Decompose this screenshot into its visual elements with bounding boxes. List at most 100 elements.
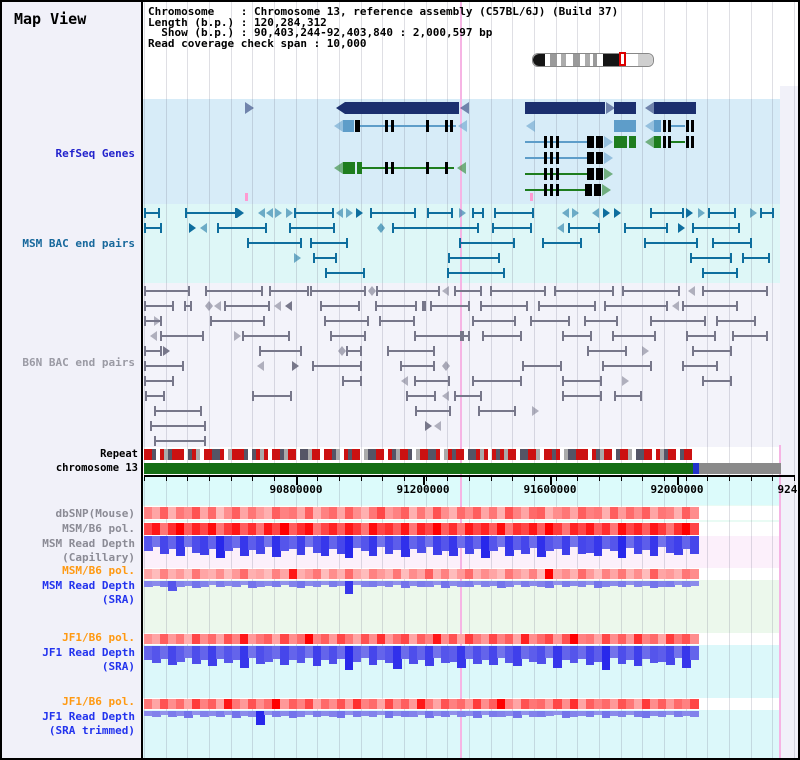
gene-exon-tick	[544, 152, 547, 164]
ideogram-view-marker	[619, 52, 626, 66]
jf1-trim-depth-bar	[497, 711, 506, 717]
jf1-pol2-heat-cell	[473, 699, 482, 709]
gene-strand-arrow	[604, 168, 613, 180]
track-label-msm-pol: MSM/B6 pol.	[62, 522, 135, 535]
gene-exon-block	[614, 120, 636, 132]
msm-pol-sra-heat-cell	[360, 569, 370, 579]
b6n-bac-link-line	[375, 305, 417, 307]
b6n-bac-end-bar	[568, 316, 570, 326]
msm-capillary-depth-bar	[368, 536, 378, 556]
jf1-trim-depth-bar	[601, 711, 611, 718]
msm-bac-arrow	[275, 208, 282, 218]
dbsnp-heat-cell	[441, 507, 450, 519]
axis-minor-tick	[317, 477, 319, 481]
jf1-sra-depth-bar	[168, 646, 177, 666]
jf1-trim-depth-bar	[681, 711, 691, 716]
jf1-sra-depth-bar	[593, 646, 603, 662]
msm-pol-heat-cell	[296, 523, 306, 535]
b6n-bac-link-line	[387, 350, 435, 352]
jf1-trim-depth-bar	[689, 711, 699, 717]
b6n-bac-end-bar	[300, 346, 302, 356]
msm-bac-end-bar	[265, 223, 267, 233]
msm-pol-heat-cell	[328, 523, 338, 535]
msm-bac-arrow	[614, 208, 621, 218]
axis-minor-tick	[729, 477, 731, 481]
msm-pol-heat-cell	[521, 523, 530, 535]
jf1-sra-depth-bar	[376, 646, 386, 661]
repeat-segment	[508, 449, 512, 460]
msm-capillary-depth-bar	[288, 536, 298, 550]
jf1-sra-depth-bar	[489, 646, 498, 666]
b6n-bac-end-bar	[172, 376, 174, 386]
jf1-trim-depth-bar	[529, 711, 539, 717]
b6n-bac-end-bar	[360, 376, 362, 386]
jf1-sra-depth-bar	[184, 646, 193, 658]
b6n-bac-end-bar	[614, 391, 616, 401]
repeat-segment	[608, 449, 612, 460]
jf1-pol-heat-cell	[673, 634, 683, 644]
b6n-bac-end-bar	[736, 301, 738, 311]
jf1-trim-depth-bar	[569, 711, 579, 717]
b6n-bac-end-bar	[654, 331, 656, 341]
jf1-trim-depth-bar	[561, 711, 571, 718]
jf1-sra-depth-bar	[641, 646, 651, 660]
b6n-bac-end-bar	[430, 301, 432, 311]
msm-sra-depth-bar	[408, 581, 418, 586]
jf1-pol-heat-cell	[537, 634, 547, 644]
msm-bac-link-line	[760, 212, 774, 214]
axis-minor-tick	[187, 477, 189, 481]
jf1-trim-depth-bar	[545, 711, 555, 716]
msm-pol-heat-cell	[408, 523, 418, 535]
repeat-segment	[492, 449, 496, 460]
msm-bac-link-line	[217, 227, 267, 229]
repeat-segment	[168, 449, 172, 460]
msm-capillary-depth-bar	[609, 536, 619, 552]
jf1-pol-heat-cell	[633, 634, 643, 644]
msm-pol-sra-heat-cell	[184, 569, 193, 579]
jf1-pol2-heat-cell	[649, 699, 659, 709]
b6n-bac-arrow	[688, 286, 695, 296]
repeat-segment	[484, 449, 488, 460]
msm-bac-end-bar	[624, 223, 626, 233]
b6n-bac-end-bar	[478, 406, 480, 416]
msm-sra-depth-bar	[537, 581, 547, 587]
jf1-sra-depth-bar	[248, 646, 257, 658]
b6n-bac-arrow	[274, 301, 281, 311]
repeat-segment	[564, 449, 568, 460]
dbsnp-heat-cell	[160, 507, 169, 519]
msm-bac-link-line	[370, 212, 416, 214]
msm-pol-sra-heat-cell	[408, 569, 418, 579]
repeat-segment	[548, 449, 552, 460]
gene-strand-arrow	[334, 162, 343, 174]
msm-capillary-depth-bar	[296, 536, 306, 555]
msm-capillary-depth-bar	[416, 536, 426, 553]
b6n-bac-link-line	[472, 320, 516, 322]
chromosome-ideogram[interactable]	[532, 52, 654, 67]
b6n-bac-end-bar	[600, 376, 602, 386]
repeat-segment	[620, 449, 624, 460]
msm-pol-sra-heat-cell	[465, 569, 474, 579]
jf1-pol2-heat-cell	[344, 699, 354, 709]
pink-guide-line	[460, 2, 462, 758]
jf1-pol-heat-cell	[497, 634, 506, 644]
jf1-sra-depth-bar	[144, 646, 153, 661]
msm-bac-end-bar	[144, 208, 146, 218]
msm-pol-sra-heat-cell	[384, 569, 394, 579]
dbsnp-heat-cell	[240, 507, 249, 519]
b6n-bac-end-bar	[154, 406, 156, 416]
msm-pol-heat-cell	[577, 523, 587, 535]
b6n-bac-link-line	[252, 395, 292, 397]
jf1-pol2-heat-cell	[144, 699, 153, 709]
gridline	[252, 2, 254, 758]
repeat-segment	[152, 449, 156, 460]
msm-bac-link-line	[472, 212, 484, 214]
b6n-bac-end-bar	[562, 391, 564, 401]
b6n-bac-end-bar	[754, 316, 756, 326]
msm-bac-arrow	[266, 208, 273, 218]
repeat-segment	[208, 449, 212, 460]
dbsnp-heat-cell	[593, 507, 603, 519]
jf1-trim-depth-bar	[256, 711, 266, 725]
repeat-segment	[356, 449, 360, 460]
msm-bac-end-bar	[310, 238, 312, 248]
